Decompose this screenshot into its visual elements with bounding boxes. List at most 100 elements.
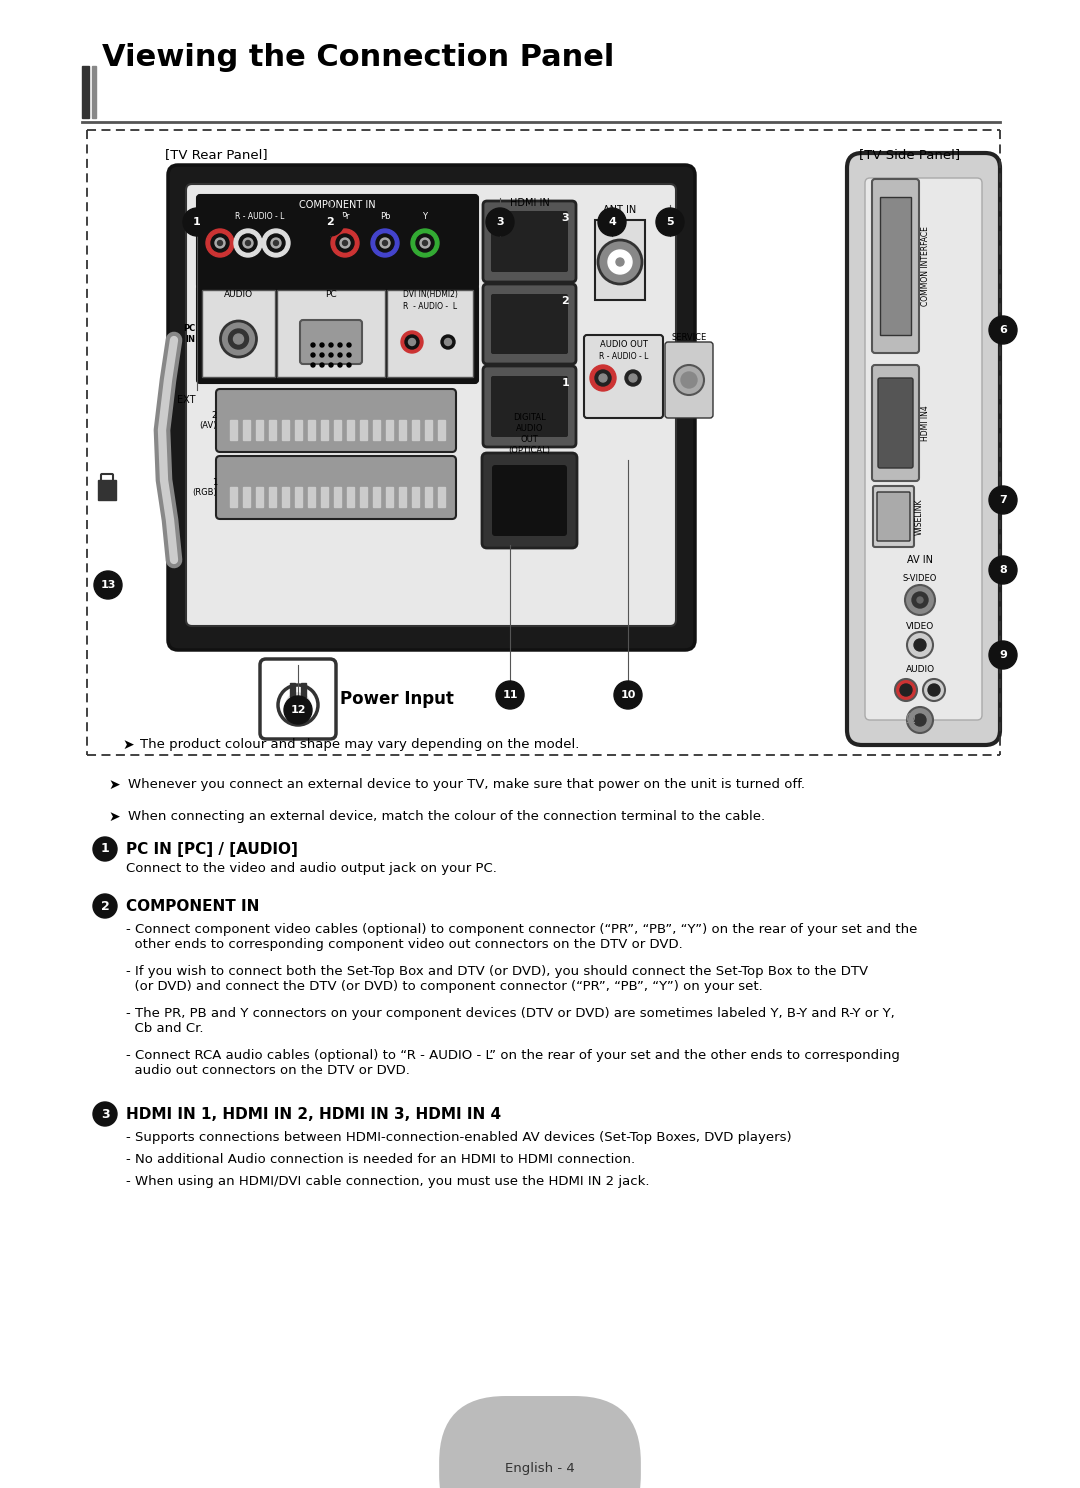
- Circle shape: [93, 894, 117, 918]
- Circle shape: [907, 632, 933, 658]
- Circle shape: [239, 234, 257, 251]
- Text: - When using an HDMI/DVI cable connection, you must use the HDMI IN 2 jack.: - When using an HDMI/DVI cable connectio…: [126, 1176, 649, 1187]
- Circle shape: [94, 571, 122, 600]
- Text: 3: 3: [100, 1107, 109, 1120]
- Circle shape: [267, 234, 285, 251]
- FancyBboxPatch shape: [260, 659, 336, 740]
- Bar: [82, 65, 89, 118]
- Bar: [426, 420, 432, 440]
- Text: COMPONENT IN: COMPONENT IN: [299, 199, 376, 210]
- Circle shape: [206, 229, 234, 257]
- FancyBboxPatch shape: [877, 493, 910, 542]
- Circle shape: [989, 641, 1017, 670]
- Circle shape: [273, 241, 279, 246]
- Bar: [399, 420, 406, 440]
- Bar: [282, 420, 289, 440]
- Text: Power Input: Power Input: [340, 690, 454, 708]
- Circle shape: [411, 229, 438, 257]
- Bar: [230, 487, 237, 507]
- Circle shape: [320, 363, 324, 368]
- Text: HDMI IN: HDMI IN: [510, 198, 550, 208]
- Circle shape: [376, 234, 394, 251]
- Text: HDMI IN4: HDMI IN4: [921, 405, 930, 440]
- Circle shape: [380, 238, 390, 248]
- Text: SERVICE: SERVICE: [672, 333, 706, 342]
- Text: ➤: ➤: [122, 738, 134, 751]
- Bar: [595, 220, 645, 301]
- Circle shape: [234, 229, 262, 257]
- FancyBboxPatch shape: [491, 211, 568, 272]
- Text: R - AUDIO - L: R - AUDIO - L: [235, 211, 285, 222]
- Text: AUDIO OUT: AUDIO OUT: [599, 339, 647, 350]
- Circle shape: [420, 238, 430, 248]
- Text: PC: PC: [325, 290, 337, 299]
- Circle shape: [217, 241, 222, 246]
- Text: Ω: Ω: [906, 713, 916, 726]
- Bar: [230, 420, 237, 440]
- Circle shape: [917, 597, 923, 603]
- Bar: [256, 420, 264, 440]
- Bar: [282, 487, 289, 507]
- FancyBboxPatch shape: [483, 201, 576, 283]
- Circle shape: [401, 330, 423, 353]
- Text: The product colour and shape may vary depending on the model.: The product colour and shape may vary de…: [140, 738, 579, 751]
- FancyBboxPatch shape: [482, 452, 577, 548]
- Circle shape: [342, 241, 348, 246]
- Bar: [301, 683, 306, 696]
- Bar: [426, 487, 432, 507]
- Circle shape: [330, 229, 359, 257]
- Circle shape: [233, 333, 243, 344]
- FancyBboxPatch shape: [872, 365, 919, 481]
- Text: 5: 5: [666, 217, 674, 228]
- FancyBboxPatch shape: [168, 165, 696, 650]
- Text: [TV Side Panel]: [TV Side Panel]: [859, 147, 960, 161]
- Circle shape: [347, 353, 351, 357]
- Circle shape: [625, 371, 642, 385]
- Text: VIDEO: VIDEO: [906, 622, 934, 631]
- Circle shape: [336, 234, 354, 251]
- Text: 8: 8: [999, 565, 1007, 574]
- Circle shape: [271, 238, 281, 248]
- Circle shape: [284, 696, 312, 725]
- Bar: [438, 420, 445, 440]
- Text: ANT IN: ANT IN: [604, 205, 636, 214]
- Circle shape: [338, 363, 342, 368]
- Text: R - AUDIO - L: R - AUDIO - L: [598, 353, 648, 362]
- Circle shape: [620, 365, 646, 391]
- Bar: [411, 487, 419, 507]
- FancyBboxPatch shape: [665, 342, 713, 418]
- Circle shape: [93, 1103, 117, 1126]
- Circle shape: [656, 208, 684, 237]
- Text: 1: 1: [193, 217, 201, 228]
- Text: DVI IN(HDMI2): DVI IN(HDMI2): [403, 290, 458, 299]
- Bar: [373, 487, 380, 507]
- Text: ➤: ➤: [108, 809, 120, 824]
- FancyBboxPatch shape: [216, 455, 456, 519]
- Circle shape: [245, 241, 251, 246]
- Circle shape: [338, 344, 342, 347]
- Text: HDMI IN 1, HDMI IN 2, HDMI IN 3, HDMI IN 4: HDMI IN 1, HDMI IN 2, HDMI IN 3, HDMI IN…: [126, 1107, 501, 1122]
- Circle shape: [311, 363, 315, 368]
- Circle shape: [595, 371, 611, 385]
- FancyBboxPatch shape: [491, 376, 568, 437]
- Circle shape: [441, 335, 455, 350]
- FancyBboxPatch shape: [491, 295, 568, 354]
- Text: - Supports connections between HDMI-connection-enabled AV devices (Set-Top Boxes: - Supports connections between HDMI-conn…: [126, 1131, 792, 1144]
- Circle shape: [590, 365, 616, 391]
- Text: 2: 2: [100, 900, 109, 912]
- Circle shape: [989, 557, 1017, 583]
- Text: 1: 1: [562, 378, 569, 388]
- Bar: [321, 487, 328, 507]
- Circle shape: [445, 338, 451, 345]
- Circle shape: [382, 241, 388, 246]
- Text: S-VIDEO: S-VIDEO: [903, 574, 937, 583]
- Text: Connect to the video and audio output jack on your PC.: Connect to the video and audio output ja…: [126, 862, 497, 875]
- Circle shape: [311, 344, 315, 347]
- Bar: [202, 290, 275, 376]
- Circle shape: [220, 321, 257, 357]
- Text: 3: 3: [496, 217, 503, 228]
- Text: - If you wish to connect both the Set-Top Box and DTV (or DVD), you should conne: - If you wish to connect both the Set-To…: [126, 966, 868, 992]
- Text: AUDIO: AUDIO: [224, 290, 253, 299]
- Circle shape: [914, 714, 926, 726]
- Circle shape: [347, 344, 351, 347]
